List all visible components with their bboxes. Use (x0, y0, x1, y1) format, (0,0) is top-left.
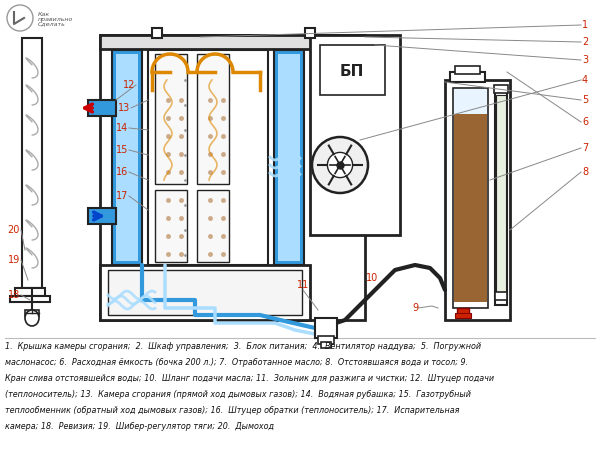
Bar (445, 80, 510, 320)
Text: 20: 20 (8, 225, 20, 235)
Bar (155, 54, 187, 184)
Bar (454, 114, 487, 302)
Bar (100, 265, 310, 320)
Bar (88, 100, 116, 116)
Text: 4: 4 (582, 75, 588, 85)
Bar (100, 35, 365, 49)
Text: 17: 17 (116, 191, 128, 201)
Text: маслонасос; 6.  Расходная ёмкость (бочка 200 л.); 7.  Отработанное масло; 8.  От: маслонасос; 6. Расходная ёмкость (бочка … (5, 358, 468, 367)
Bar (315, 318, 337, 338)
Bar (494, 85, 508, 93)
Text: 12: 12 (122, 80, 135, 90)
Text: Кран слива отстоявшейся воды; 10.  Шланг подачи масла; 11.  Зольник для разжига : Кран слива отстоявшейся воды; 10. Шланг … (5, 374, 494, 383)
Bar (455, 313, 471, 318)
Bar (496, 95, 506, 295)
Bar (321, 342, 331, 348)
Text: правильно: правильно (38, 17, 73, 22)
Text: 1.  Крышка камеры сгорания;  2.  Шкаф управления;  3.  Блок питания;  4.  Вентил: 1. Крышка камеры сгорания; 2. Шкаф управ… (5, 342, 481, 351)
Text: 16: 16 (116, 167, 128, 177)
Bar (197, 190, 229, 262)
Text: 2: 2 (582, 37, 588, 47)
Bar (495, 292, 507, 300)
Bar (108, 270, 302, 315)
Text: 1: 1 (582, 20, 588, 30)
Text: 6: 6 (582, 117, 588, 127)
Bar (455, 66, 480, 74)
Circle shape (312, 137, 368, 193)
Bar (15, 288, 45, 296)
Text: камера; 18.  Ревизия; 19.  Шибер-регулятор тяги; 20.  Дымоход: камера; 18. Ревизия; 19. Шибер-регулятор… (5, 422, 274, 431)
Bar (155, 190, 187, 262)
Circle shape (328, 152, 353, 178)
Bar (320, 45, 385, 95)
Bar (112, 50, 142, 265)
Text: 10: 10 (366, 273, 378, 283)
Bar (274, 50, 304, 265)
Bar (152, 28, 162, 38)
Text: 14: 14 (116, 123, 128, 133)
Bar (116, 54, 138, 261)
Text: 9: 9 (412, 303, 418, 313)
Bar (22, 38, 42, 288)
Bar (197, 54, 229, 184)
Text: 15: 15 (116, 145, 128, 155)
Text: 19: 19 (8, 255, 20, 265)
Text: 11: 11 (297, 280, 309, 290)
Text: 8: 8 (582, 167, 588, 177)
Text: 13: 13 (118, 103, 130, 113)
Bar (318, 336, 334, 344)
Text: теплообменник (обратный ход дымовых газов); 16.  Штуцер обратки (теплоноситель);: теплообменник (обратный ход дымовых газо… (5, 406, 460, 415)
Text: (теплоноситель); 13.  Камера сгорания (прямой ход дымовых газов); 14.  Водяная р: (теплоноситель); 13. Камера сгорания (пр… (5, 390, 471, 399)
Text: 5: 5 (582, 95, 588, 105)
Bar (310, 35, 400, 235)
Bar (148, 50, 268, 265)
Bar (10, 296, 50, 302)
Bar (495, 90, 507, 305)
Bar (454, 89, 487, 114)
Bar (25, 310, 39, 316)
Ellipse shape (25, 310, 39, 326)
Text: 7: 7 (582, 143, 588, 153)
Text: 3: 3 (582, 55, 588, 65)
Circle shape (7, 5, 33, 31)
Bar (453, 88, 488, 308)
Bar (100, 35, 365, 320)
Bar (450, 72, 485, 82)
Bar (88, 208, 116, 224)
Text: Сделать: Сделать (38, 22, 66, 27)
Bar (278, 54, 300, 261)
Bar (305, 28, 315, 38)
Text: Как: Как (38, 11, 50, 17)
Bar (457, 308, 469, 316)
Text: 18: 18 (8, 290, 20, 300)
Text: БП: БП (340, 64, 364, 79)
